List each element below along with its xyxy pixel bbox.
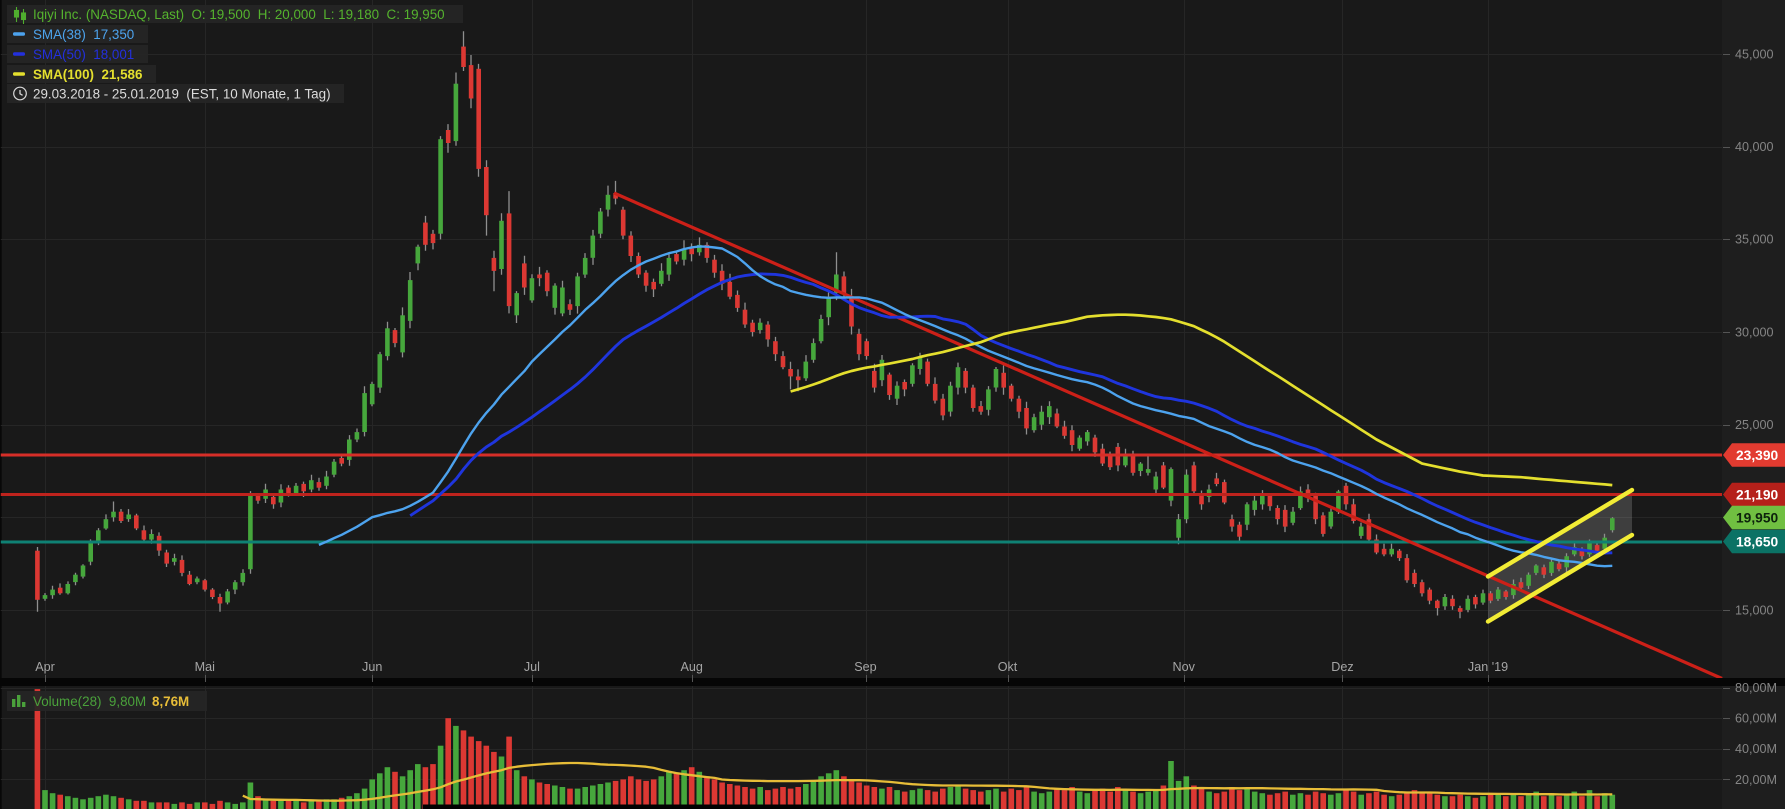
svg-text:8,76M: 8,76M	[152, 694, 189, 709]
svg-text:29.03.2018 - 25.01.2019 (EST,: 29.03.2018 - 25.01.2019 (EST, 10 Monate,…	[33, 86, 331, 101]
svg-text:23,390: 23,390	[1736, 448, 1779, 463]
svg-text:40,000: 40,000	[1735, 140, 1774, 154]
svg-text:Jan '19: Jan '19	[1468, 660, 1508, 674]
svg-text:45,000: 45,000	[1735, 47, 1774, 61]
svg-text:21,190: 21,190	[1736, 488, 1779, 503]
svg-text:Jul: Jul	[524, 660, 540, 674]
svg-text:Okt: Okt	[998, 660, 1018, 674]
svg-text:60,00M: 60,00M	[1735, 712, 1777, 726]
svg-text:20,00M: 20,00M	[1735, 773, 1777, 787]
svg-text:SMA(50) 18,001: SMA(50) 18,001	[33, 47, 134, 62]
svg-text:Jun: Jun	[362, 660, 382, 674]
svg-text:Sep: Sep	[854, 660, 876, 674]
svg-text:Volume(28) 9,80M: Volume(28) 9,80M	[33, 694, 146, 709]
svg-text:SMA(100) 21,586: SMA(100) 21,586	[33, 67, 142, 82]
svg-text:Mai: Mai	[195, 660, 215, 674]
svg-text:15,000: 15,000	[1735, 603, 1774, 617]
svg-text:Dez: Dez	[1331, 660, 1353, 674]
svg-text:Aug: Aug	[680, 660, 702, 674]
svg-text:35,000: 35,000	[1735, 233, 1774, 247]
svg-text:Apr: Apr	[35, 660, 55, 674]
svg-text:Nov: Nov	[1172, 660, 1195, 674]
svg-text:Iqiyi Inc. (NASDAQ, Last) O:: Iqiyi Inc. (NASDAQ, Last) O: 19,500 H: 2…	[33, 7, 445, 22]
svg-text:19,950: 19,950	[1736, 511, 1779, 526]
svg-text:80,00M: 80,00M	[1735, 681, 1777, 695]
svg-text:25,000: 25,000	[1735, 418, 1774, 432]
svg-text:40,00M: 40,00M	[1735, 742, 1777, 756]
svg-text:SMA(38) 17,350: SMA(38) 17,350	[33, 27, 134, 42]
svg-text:30,000: 30,000	[1735, 325, 1774, 339]
svg-text:18,650: 18,650	[1736, 535, 1779, 550]
